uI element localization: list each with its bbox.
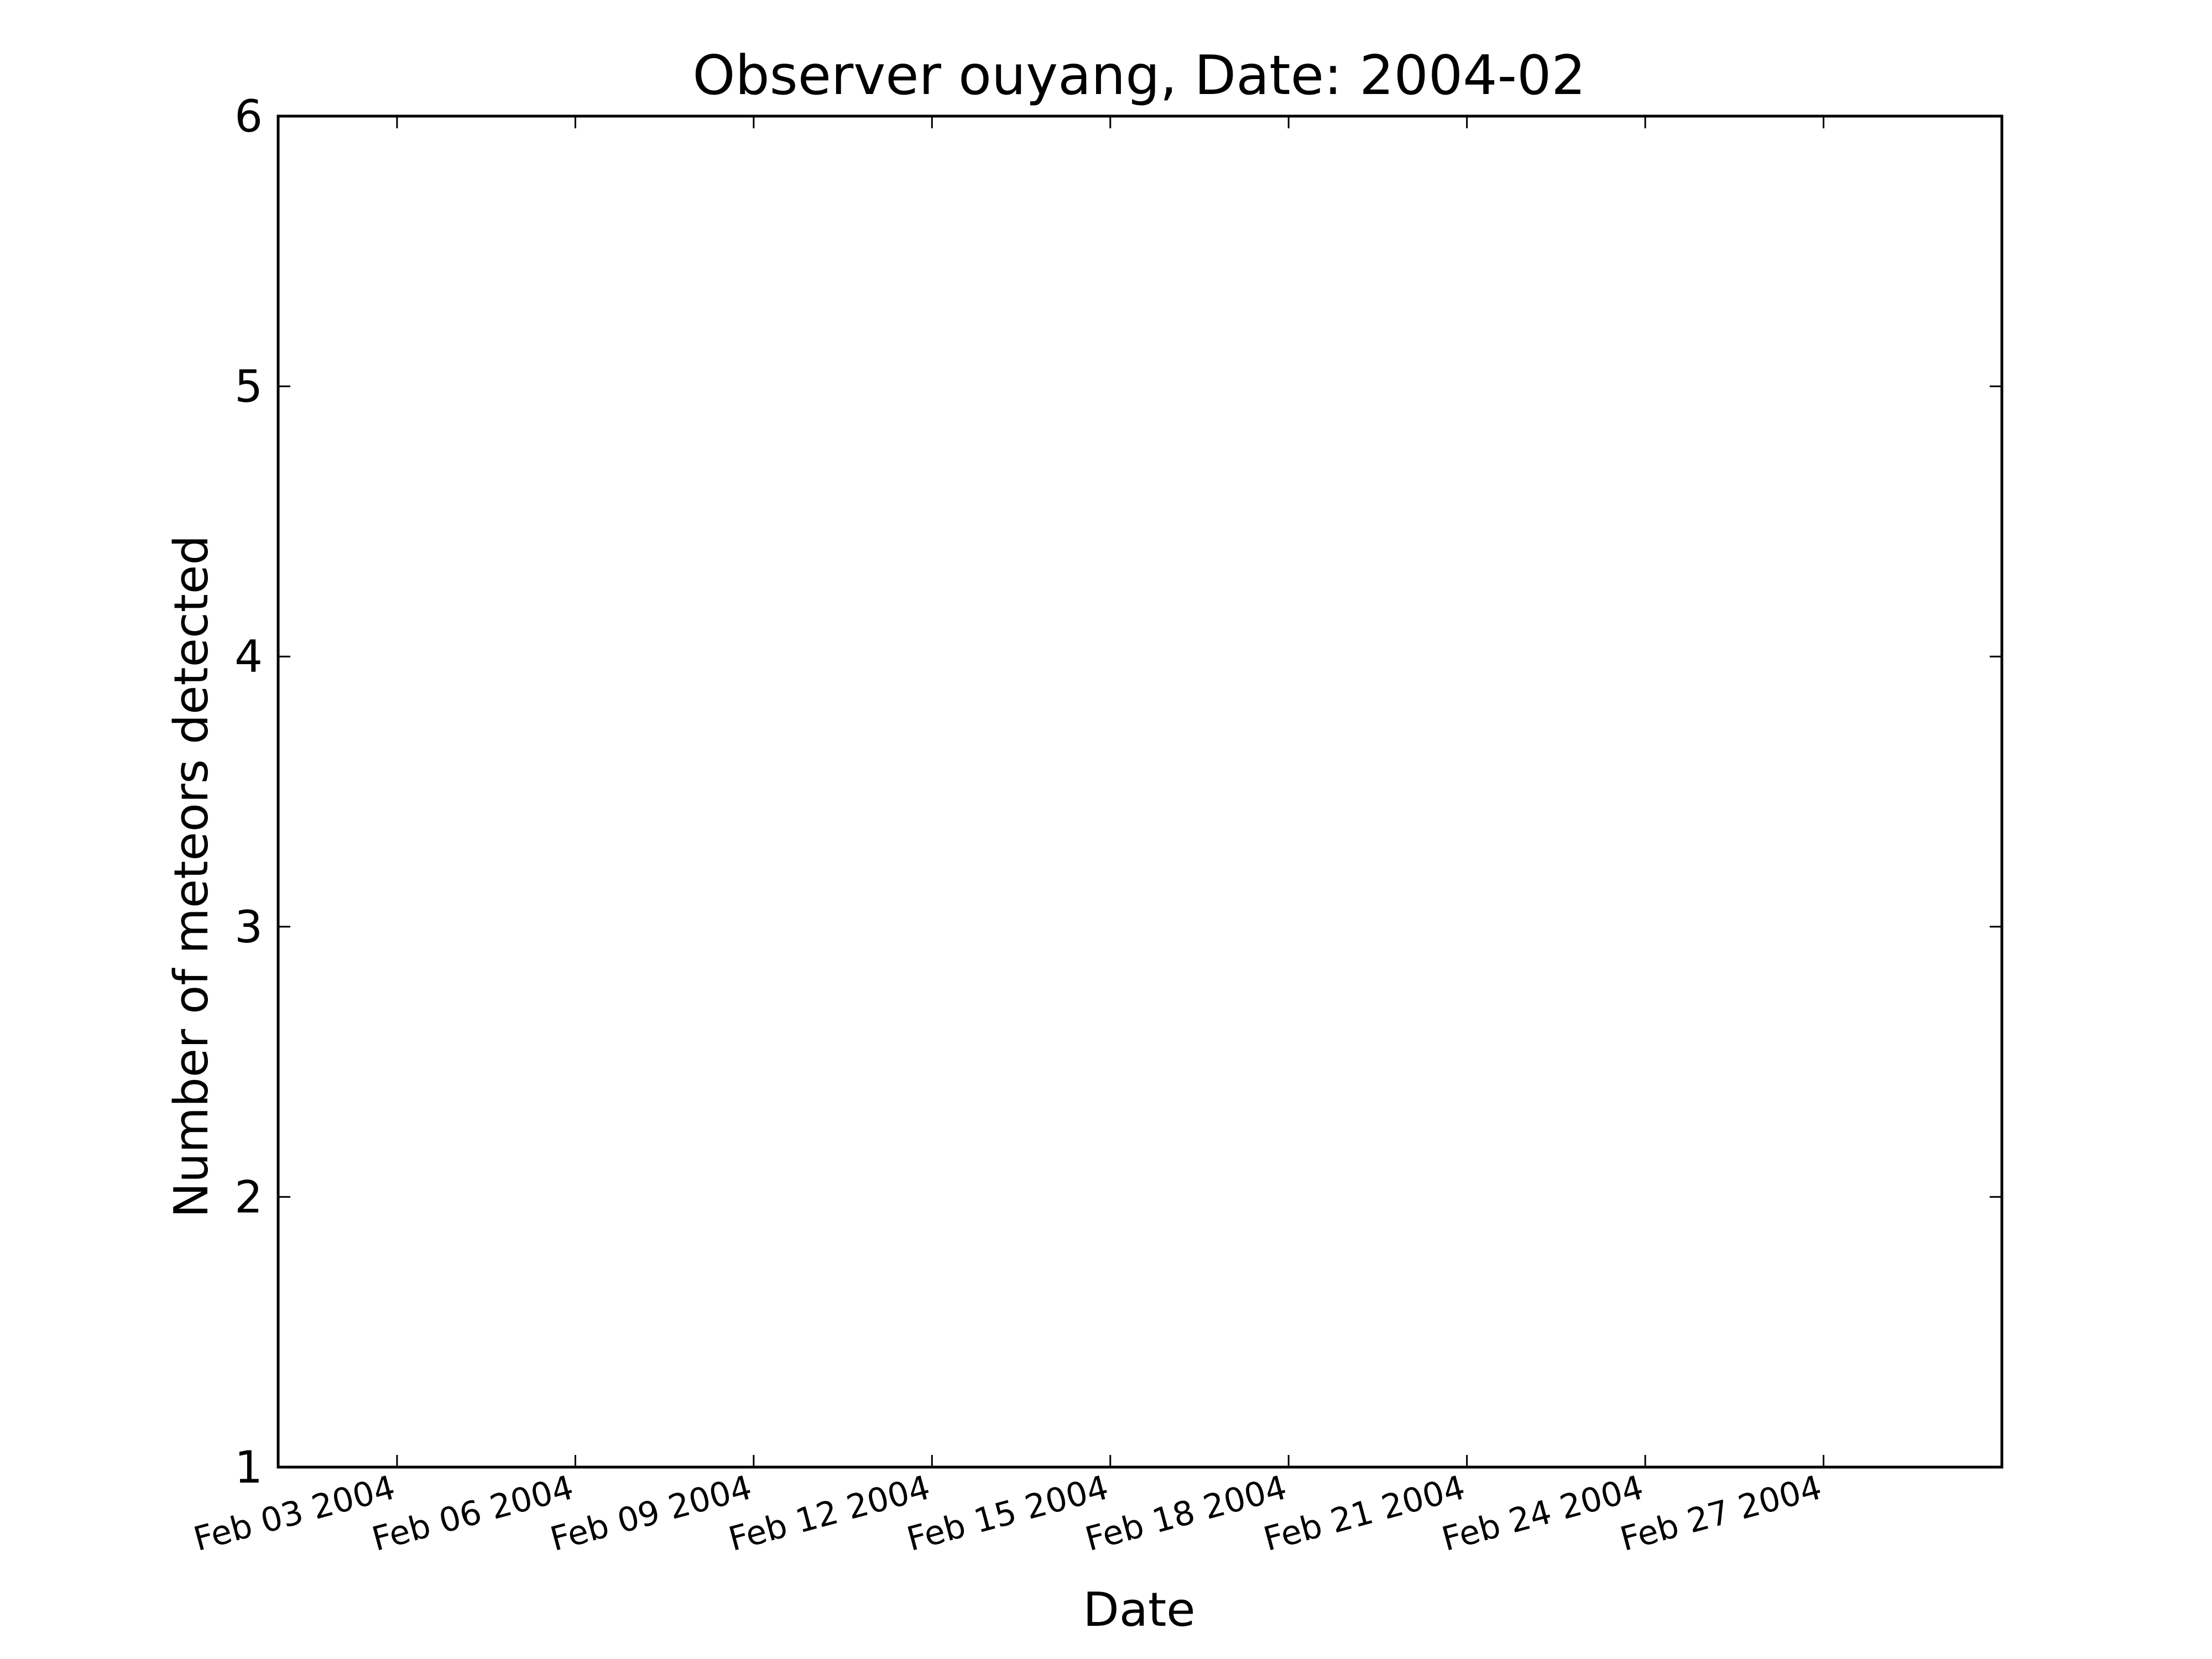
- x-tick-label: Feb 24 2004: [1438, 1468, 1647, 1559]
- y-tick-label: 2: [234, 1171, 263, 1223]
- y-axis-label: Number of meteors detected: [164, 535, 219, 1218]
- x-tick-label: Feb 27 2004: [1616, 1468, 1826, 1559]
- y-tick-label: 1: [234, 1442, 263, 1493]
- x-tick-label: Feb 06 2004: [368, 1468, 577, 1559]
- x-tick-label: Feb 18 2004: [1081, 1468, 1291, 1559]
- x-axis-label: Date: [1083, 1583, 1195, 1637]
- x-tick-label: Feb 09 2004: [546, 1468, 756, 1559]
- x-tick-label: Feb 15 2004: [903, 1468, 1113, 1559]
- x-tick-label: Feb 03 2004: [190, 1468, 399, 1559]
- x-tick-label: Feb 12 2004: [724, 1468, 934, 1559]
- x-tick-label: Feb 21 2004: [1260, 1468, 1469, 1559]
- chart-title: Observer ouyang, Date: 2004-02: [692, 44, 1585, 107]
- plot-frame: [276, 114, 2004, 1469]
- y-tick-label: 5: [234, 361, 263, 413]
- y-ticks: 1 2 3 4 5 6: [234, 91, 2002, 1493]
- y-tick-label: 3: [234, 901, 263, 953]
- y-tick-label: 6: [234, 91, 263, 142]
- y-tick-label: 4: [234, 631, 263, 682]
